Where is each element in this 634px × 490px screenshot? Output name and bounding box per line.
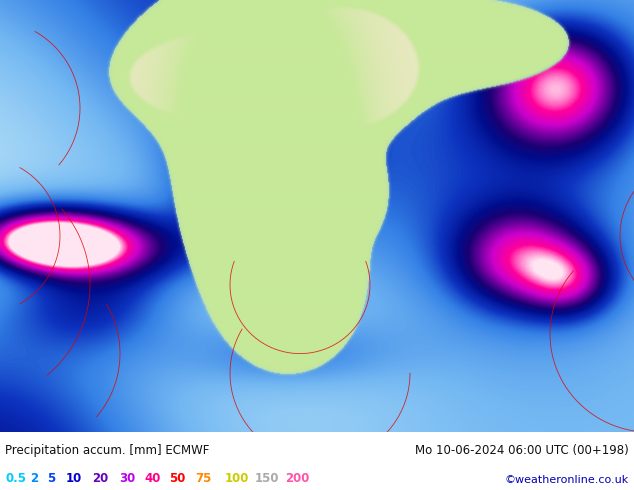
- Text: 50: 50: [169, 472, 186, 486]
- Text: 30: 30: [119, 472, 136, 486]
- Text: ©weatheronline.co.uk: ©weatheronline.co.uk: [505, 475, 629, 486]
- Text: Precipitation accum. [mm] ECMWF: Precipitation accum. [mm] ECMWF: [5, 444, 209, 457]
- Text: 40: 40: [145, 472, 161, 486]
- Text: Mo 10-06-2024 06:00 UTC (00+198): Mo 10-06-2024 06:00 UTC (00+198): [415, 444, 629, 457]
- Text: 10: 10: [65, 472, 82, 486]
- Text: 2: 2: [30, 472, 38, 486]
- Text: 200: 200: [285, 472, 309, 486]
- Text: 5: 5: [48, 472, 56, 486]
- Text: 0.5: 0.5: [5, 472, 26, 486]
- Text: 150: 150: [255, 472, 280, 486]
- Text: 100: 100: [225, 472, 249, 486]
- Text: 20: 20: [92, 472, 108, 486]
- Text: 75: 75: [195, 472, 212, 486]
